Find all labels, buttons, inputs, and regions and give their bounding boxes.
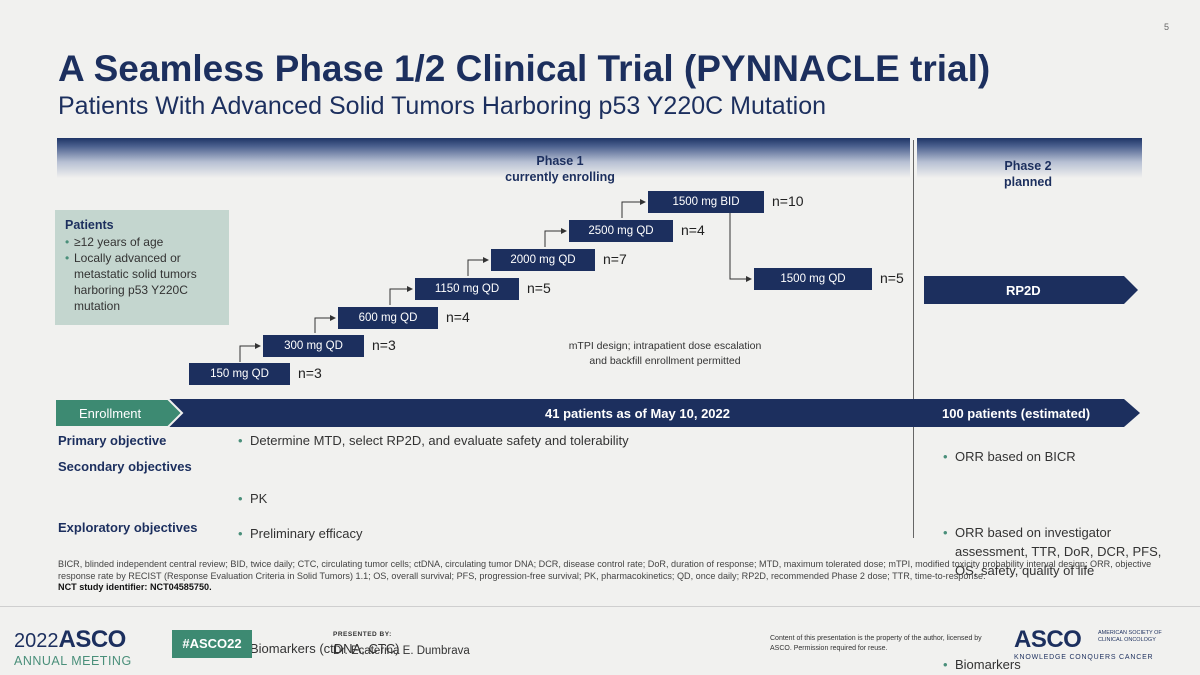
asco-annual-meeting-logo: 2022ASCO ANNUAL MEETING [14,626,132,668]
page-subtitle: Patients With Advanced Solid Tumors Harb… [58,92,827,120]
dose-n: n=7 [603,251,627,267]
escalation-arrow [389,286,413,305]
copyright-notice: Content of this presentation is the prop… [770,635,982,652]
primary-objective-phase1: Determine MTD, select RP2D, and evaluate… [238,433,1200,449]
presenter-name: Dr. Ecaterina E. Dumbrava [333,645,470,657]
dose-n: n=3 [372,337,396,353]
meeting-year: 2022 [14,630,59,652]
phase1-title: Phase 1 [536,154,584,168]
asco-logo: ASCO [1014,626,1082,654]
footnote: BICR, blinded independent central review… [58,559,1168,594]
patients-criterion: Locally advanced or metastatic solid tum… [65,250,221,314]
phase1-status: currently enrolling [505,170,615,184]
dose-n: n=3 [298,365,322,381]
primary-objective-label: Primary objective [58,433,167,448]
dose-n: n=5 [527,280,551,296]
dose-level-2000-qd: 2000 mg QD [491,249,595,271]
hashtag-badge: #ASCO22 [172,630,252,658]
dose-n: n=10 [772,193,804,209]
phase1-enrollment: 41 patients as of May 10, 2022 [545,406,730,421]
primary-objective-phase2: ORR based on BICR [943,449,1200,465]
escalation-arrow [621,199,646,218]
footer-divider [0,606,1200,607]
phase2-header-band [917,138,1142,178]
patients-criterion: ≥12 years of age [65,234,221,250]
phase2-title: Phase 2 [1004,159,1052,173]
design-note: mTPI design; intrapatient dose escalatio… [530,339,800,369]
dose-level-1500-bid: 1500 mg BID [648,191,764,213]
escalation-arrow [239,343,261,362]
dose-n: n=5 [880,270,904,286]
secondary-objective-phase1: PK [238,491,1200,507]
escalation-arrow [467,257,489,276]
escalation-arrow [314,315,336,333]
dose-n: n=4 [446,309,470,325]
enrollment-label: Enrollment [79,406,142,421]
dose-n: n=4 [681,222,705,238]
secondary-objective-phase2: ORR based on investigator assessment, TT… [943,523,1175,580]
phase2-enrollment: 100 patients (estimated) [942,406,1091,421]
asco-logo-wordmark: ASCO [1014,626,1082,653]
page-number: 5 [1164,22,1170,32]
phase1-heading: Phase 1 currently enrolling [460,153,660,185]
nct-identifier: NCT study identifier: NCT04585750. [58,582,212,592]
phase2-status: planned [1004,175,1052,189]
dose-level-2500-qd: 2500 mg QD [569,220,673,242]
patients-box: Patients ≥12 years of age Locally advanc… [55,210,229,325]
dose-level-600-qd: 600 mg QD [338,307,438,329]
exploratory-objective-phase2: Biomarkers [943,657,1200,673]
dose-level-1150-qd: 1150 mg QD [415,278,519,300]
asco-wordmark: ASCO [58,626,127,653]
dose-level-1500-qd: 1500 mg QD [754,268,872,290]
exploratory-objectives-label: Exploratory objectives [58,520,198,535]
deescalation-arrow [729,213,752,282]
design-note-line: and backfill enrollment permitted [589,355,741,367]
dose-level-300-qd: 300 mg QD [263,335,364,357]
tagline: KNOWLEDGE CONQUERS CANCER [1014,654,1154,661]
design-note-line: mTPI design; intrapatient dose escalatio… [568,340,762,352]
annual-meeting-label: ANNUAL MEETING [14,654,132,668]
secondary-objective-phase1: Preliminary efficacy [238,526,1200,542]
secondary-objectives-label: Secondary objectives [58,459,192,474]
dose-level-150-qd: 150 mg QD [189,363,290,385]
presented-by-label: PRESENTED BY: [333,631,392,638]
phase2-heading: Phase 2 planned [958,158,1098,190]
society-name: AMERICAN SOCIETY OF CLINICAL ONCOLOGY [1098,630,1162,643]
rp2d-label: RP2D [1006,283,1041,298]
phase-divider [913,140,914,538]
escalation-arrow [544,228,567,247]
abbreviations: BICR, blinded independent central review… [58,559,1152,581]
page-title: A Seamless Phase 1/2 Clinical Trial (PYN… [58,48,991,89]
patients-heading: Patients [65,218,114,232]
phase1-header-band [57,138,910,178]
